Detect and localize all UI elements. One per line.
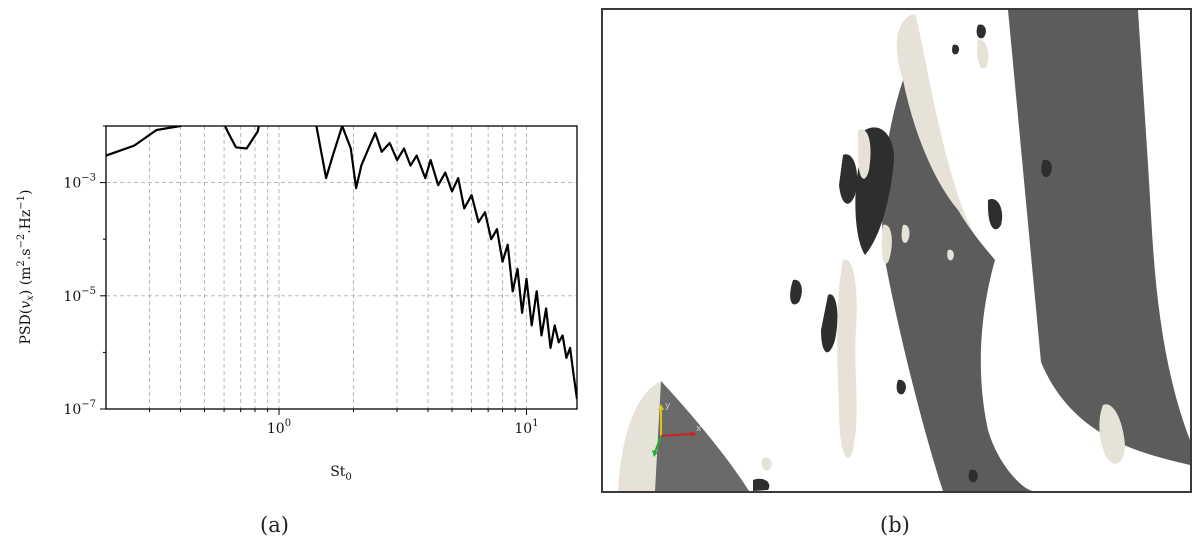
psd-series-line <box>106 126 577 400</box>
y-axis-label: PSD(vx) (m2.s−2.Hz−1) <box>16 190 36 345</box>
light-blade-center <box>896 14 995 260</box>
plot-area <box>106 126 577 409</box>
triad-x-label: x <box>696 424 702 434</box>
grid-lines <box>106 126 577 410</box>
dark-cone <box>655 381 749 491</box>
dark-blade-center <box>882 80 1033 491</box>
y-tick-label: 10−5 <box>63 286 96 305</box>
plot-frame <box>105 125 578 410</box>
x-axis-label: St0 <box>330 464 352 483</box>
vortex-render: y x <box>618 10 1190 491</box>
x-tick-label: 101 <box>514 418 538 437</box>
vortex-render-panel: y x <box>601 8 1192 493</box>
light-cone <box>618 381 661 491</box>
dark-blade-right <box>1008 10 1190 465</box>
axis-ticks <box>100 125 527 415</box>
y-tick-label: 10−3 <box>63 173 96 192</box>
orientation-triad: y x <box>652 401 702 457</box>
light-vortex-structures <box>761 39 1125 471</box>
caption-b: (b) <box>880 513 910 537</box>
caption-a: (a) <box>260 513 289 537</box>
y-tick-label: 10−7 <box>63 399 96 418</box>
triad-y-label: y <box>665 401 671 411</box>
x-axis-label-sub: 0 <box>345 472 351 483</box>
x-tick-label: 100 <box>267 418 291 437</box>
